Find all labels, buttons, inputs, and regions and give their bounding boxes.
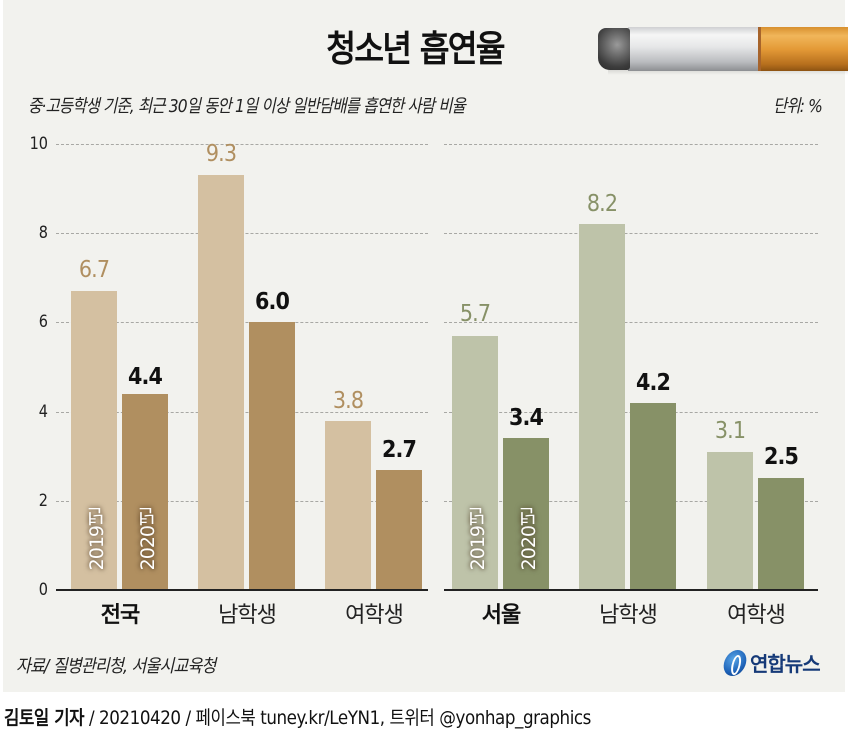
bar-national-girls-2019 — [325, 421, 371, 590]
value-label: 6.7 — [78, 257, 110, 283]
unit-label: 단위: % — [772, 96, 823, 117]
bar-seoul-girls-2019 — [707, 452, 753, 590]
y-tick-0: 0 — [38, 580, 48, 600]
legend-2019: 2019년 — [86, 508, 108, 571]
value-label: 5.7 — [459, 301, 491, 327]
legend-2020: 2020년 — [518, 508, 540, 571]
category-label: 남학생 — [599, 603, 658, 628]
bar-seoul-boys-2019 — [579, 224, 625, 590]
chart-subtitle: 중·고등학생 기준, 최근 30일 동안 1일 이상 일반담배를 흡연한 사람 … — [28, 96, 466, 117]
gridline — [56, 144, 428, 145]
gridline — [444, 144, 818, 145]
category-label: 남학생 — [218, 603, 277, 628]
bar-national-total-2020 — [122, 394, 168, 590]
gridline — [444, 322, 818, 323]
yonhap-logo: 연합뉴스 — [721, 648, 821, 677]
y-tick-6: 6 — [38, 312, 48, 332]
category-label: 서울 — [481, 603, 521, 628]
value-label: 3.1 — [714, 418, 746, 444]
yonhap-logo-icon — [721, 649, 749, 676]
value-label: 4.2 — [636, 370, 671, 396]
category-label: 여학생 — [345, 603, 404, 628]
category-label: 여학생 — [727, 603, 786, 628]
bar-seoul-girls-2020 — [758, 478, 804, 590]
category-label: 전국 — [100, 603, 140, 628]
y-tick-8: 8 — [38, 223, 48, 243]
cigarette-icon — [598, 27, 848, 75]
value-label: 2.5 — [764, 444, 799, 470]
value-label: 9.3 — [205, 141, 237, 167]
legend-2020: 2020년 — [137, 508, 159, 571]
bar-seoul-boys-2020 — [630, 403, 676, 590]
byline-author: 김토일 기자 — [4, 707, 85, 729]
legend-2019: 2019년 — [467, 508, 489, 571]
y-tick-10: 10 — [29, 134, 48, 154]
value-label: 2.7 — [382, 437, 417, 463]
logo-text: 연합뉴스 — [750, 652, 821, 676]
x-axis-right — [444, 589, 818, 591]
source-note: 자료/ 질병관리청, 서울시교육청 — [16, 656, 216, 677]
byline: 김토일 기자 / 20210420 / 페이스북 tuney.kr/LeYN1,… — [4, 703, 591, 730]
bar-seoul-total-2019 — [452, 336, 498, 590]
value-label: 4.4 — [128, 364, 163, 390]
value-label: 3.4 — [509, 405, 544, 431]
y-tick-2: 2 — [38, 491, 48, 511]
bar-national-boys-2020 — [249, 322, 295, 590]
bar-seoul-total-2020 — [503, 438, 549, 590]
bar-national-total-2019 — [71, 291, 117, 590]
x-axis-left — [56, 589, 428, 591]
bar-national-boys-2019 — [198, 175, 244, 590]
chart-title: 청소년 흡연율 — [326, 29, 505, 70]
value-label: 6.0 — [255, 289, 290, 315]
byline-details: / 20210420 / 페이스북 tuney.kr/LeYN1, 트위터 @y… — [84, 707, 591, 729]
value-label: 3.8 — [332, 388, 364, 414]
gridline — [444, 233, 818, 234]
y-tick-4: 4 — [38, 402, 48, 422]
bar-national-girls-2020 — [376, 470, 422, 590]
value-label: 8.2 — [586, 191, 618, 217]
